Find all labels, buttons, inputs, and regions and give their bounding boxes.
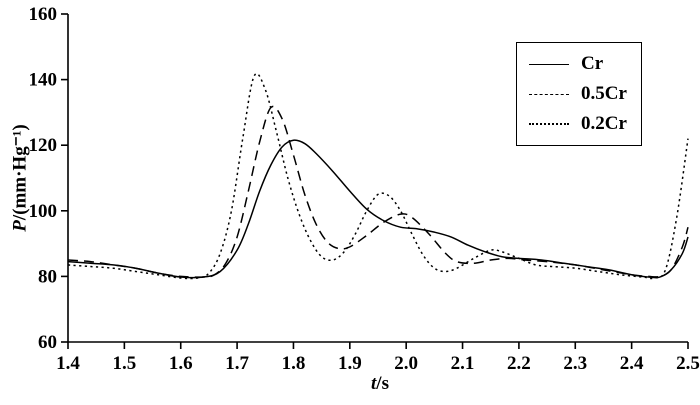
legend-line-sample-dotted <box>529 123 569 125</box>
x-tick-label: 2.5 <box>676 353 700 374</box>
series-line-0-5cr <box>67 105 689 278</box>
x-tick-label: 1.6 <box>169 353 193 374</box>
y-axis-units: /(mm·Hg⁻¹) <box>9 124 31 221</box>
legend-line-sample-dashed <box>529 93 569 95</box>
x-tick-label: 1.4 <box>56 353 80 374</box>
legend: Cr 0.5Cr 0.2Cr <box>516 42 642 146</box>
series-line-cr <box>67 139 689 279</box>
x-axis-label: t/s <box>371 373 389 395</box>
legend-label: 0.5Cr <box>581 83 627 104</box>
x-tick-label: 1.8 <box>282 353 306 374</box>
legend-item: 0.5Cr <box>529 81 627 107</box>
x-axis-variable: t <box>371 373 377 394</box>
y-tick-label: 140 <box>29 70 58 91</box>
x-tick-label: 1.9 <box>338 353 362 374</box>
y-axis-variable: P <box>9 220 31 232</box>
y-tick-label: 60 <box>38 332 57 353</box>
y-tick-label: 100 <box>29 201 58 222</box>
y-tick-label: 160 <box>29 4 58 25</box>
legend-line-sample-solid <box>529 63 569 65</box>
x-tick-label: 2.1 <box>451 353 475 374</box>
legend-item: Cr <box>529 51 627 77</box>
y-axis-label: P/(mm·Hg⁻¹) <box>9 124 32 232</box>
legend-label: 0.2Cr <box>581 113 627 134</box>
x-tick-label: 1.5 <box>112 353 136 374</box>
x-tick-label: 2.3 <box>563 353 587 374</box>
x-tick-label: 2.2 <box>507 353 531 374</box>
x-axis-units: /s <box>376 373 389 394</box>
x-tick-label: 2.0 <box>394 353 418 374</box>
legend-label: Cr <box>581 53 604 74</box>
y-tick-label: 80 <box>38 266 57 287</box>
y-tick-label: 120 <box>29 135 58 156</box>
x-tick-label: 1.7 <box>225 353 249 374</box>
x-tick-label: 2.4 <box>620 353 644 374</box>
legend-item: 0.2Cr <box>529 111 627 137</box>
